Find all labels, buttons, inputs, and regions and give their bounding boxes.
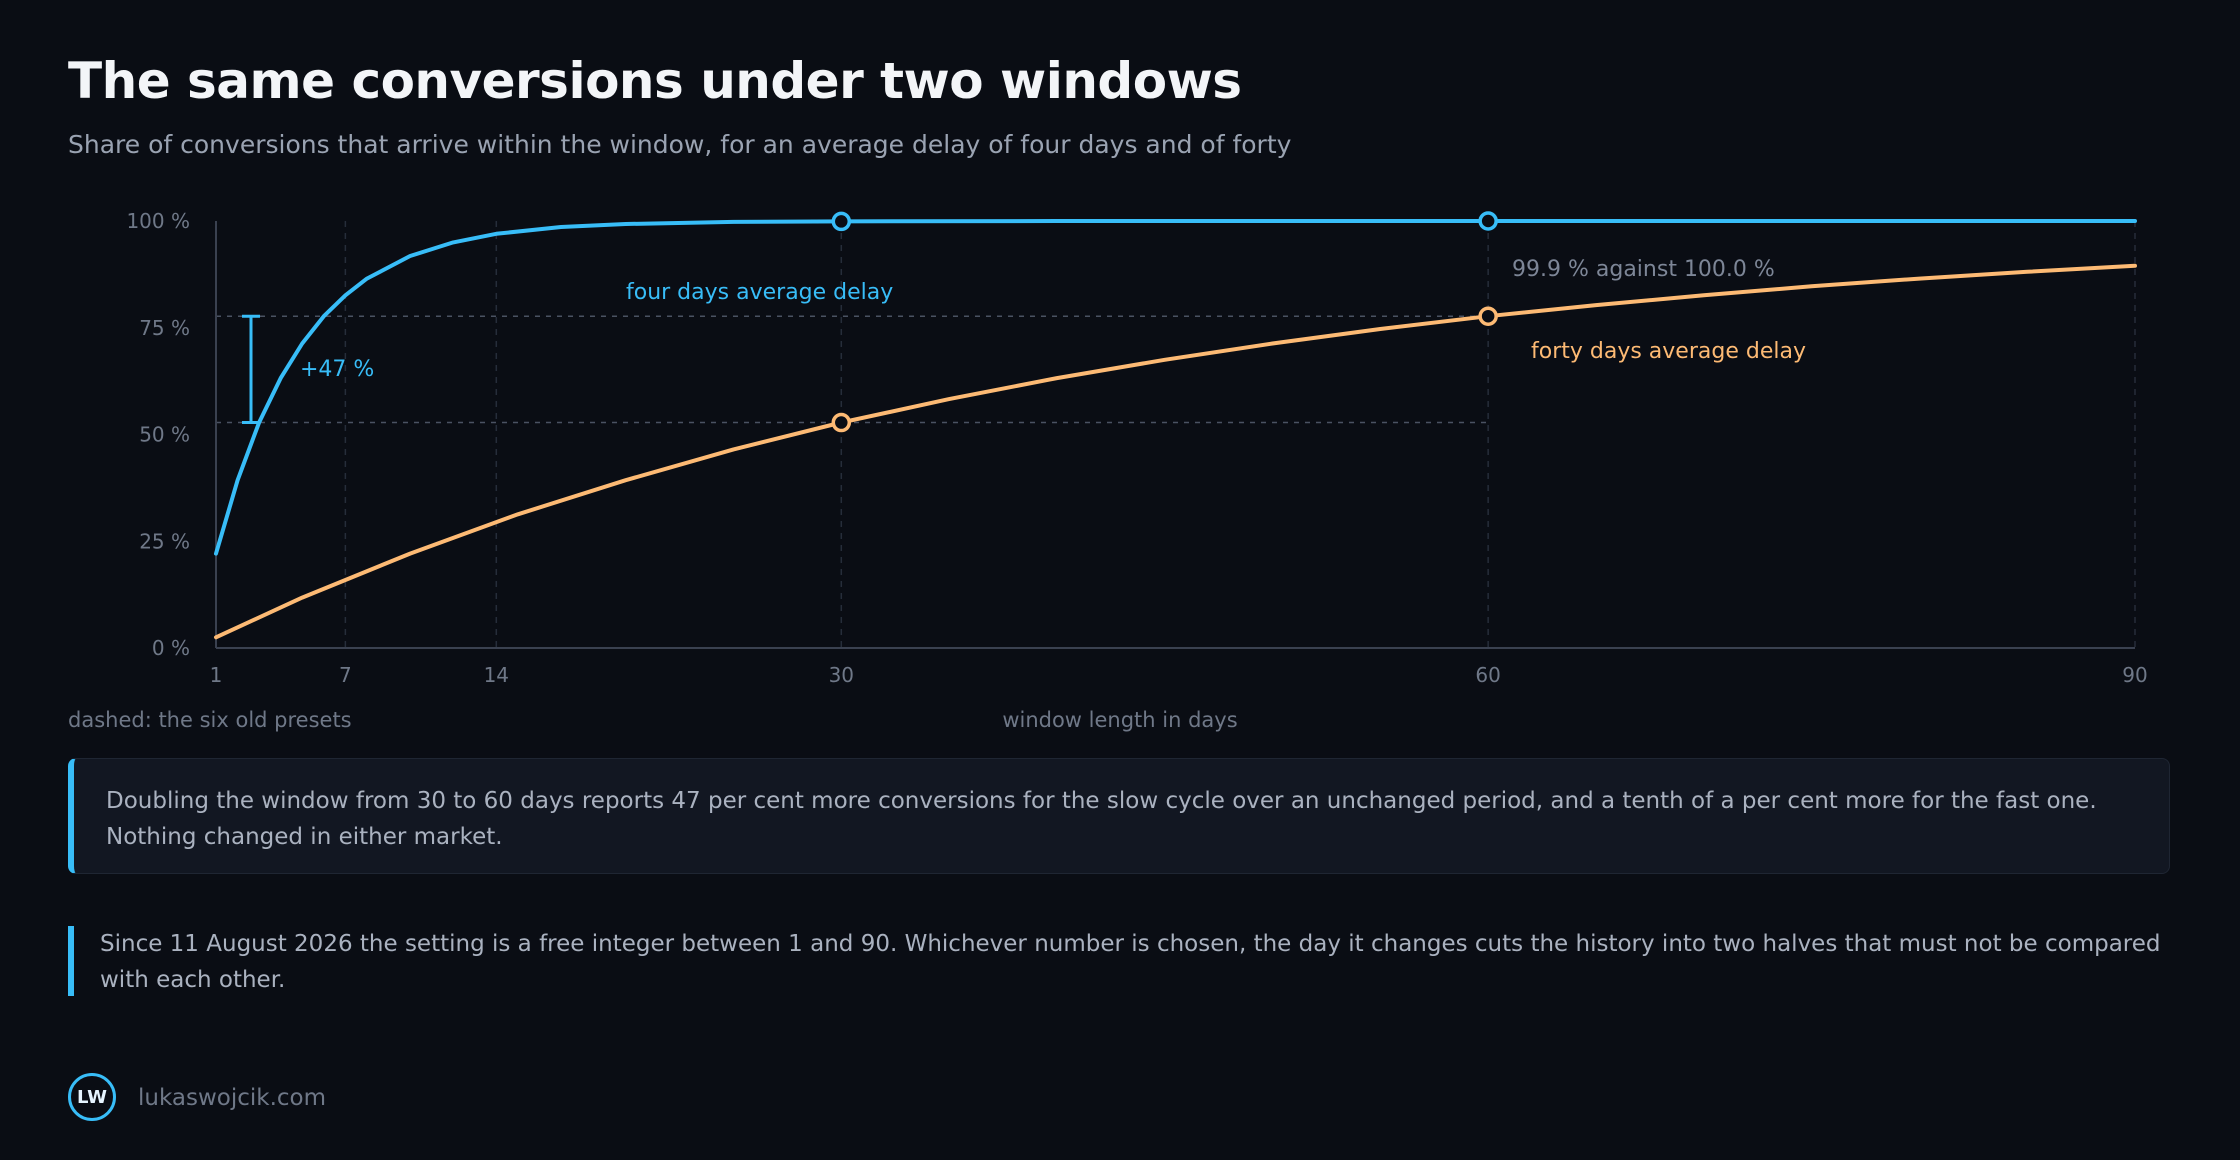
presets-note: dashed: the six old presets: [68, 708, 352, 732]
x-tick-label-60: 60: [1475, 663, 1500, 687]
conversion-window-chart: 0 % 25 % 50 % 75 % 100 % 1 7 14 30 60 90 four days…: [68, 209, 2148, 732]
chart-subtitle: Share of conversions that arrive within …: [68, 130, 1292, 159]
setting-note: Since 11 August 2026 the setting is a fr…: [68, 926, 2170, 996]
series-label-four-days: four days average delay: [626, 280, 893, 305]
y-tick-label-0: 0 %: [152, 636, 190, 660]
gap-label: +47 %: [300, 357, 374, 382]
x-tick-label-1: 1: [210, 663, 223, 687]
marker-forty-days-60: [1478, 306, 1498, 326]
marker-four-days-30: [831, 211, 852, 232]
y-tick-label-75: 75 %: [139, 316, 190, 340]
x-tick-label-30: 30: [829, 663, 854, 687]
series-line-four-days: [214, 219, 2137, 556]
y-tick-label-50: 50 %: [139, 423, 190, 447]
series-line-forty-days: [214, 263, 2137, 640]
y-tick-label-100: 100 %: [126, 209, 190, 233]
y-tick-label-25: 25 %: [139, 529, 190, 553]
series-label-forty-days: forty days average delay: [1531, 339, 1806, 364]
comparison-label: 99.9 % against 100.0 %: [1512, 257, 1775, 282]
x-tick-label-90: 90: [2122, 663, 2147, 687]
x-axis-label: window length in days: [1002, 708, 1237, 732]
logo-badge: LW: [68, 1073, 116, 1121]
x-tick-label-14: 14: [484, 663, 509, 687]
insight-callout: Doubling the window from 30 to 60 days r…: [68, 758, 2170, 874]
marker-forty-days-30: [831, 412, 852, 433]
marker-four-days-60: [1478, 211, 1498, 231]
chart-title: The same conversions under two windows: [68, 52, 1242, 110]
site-link[interactable]: lukaswojcik.com: [138, 1085, 327, 1111]
x-tick-label-7: 7: [339, 663, 352, 687]
